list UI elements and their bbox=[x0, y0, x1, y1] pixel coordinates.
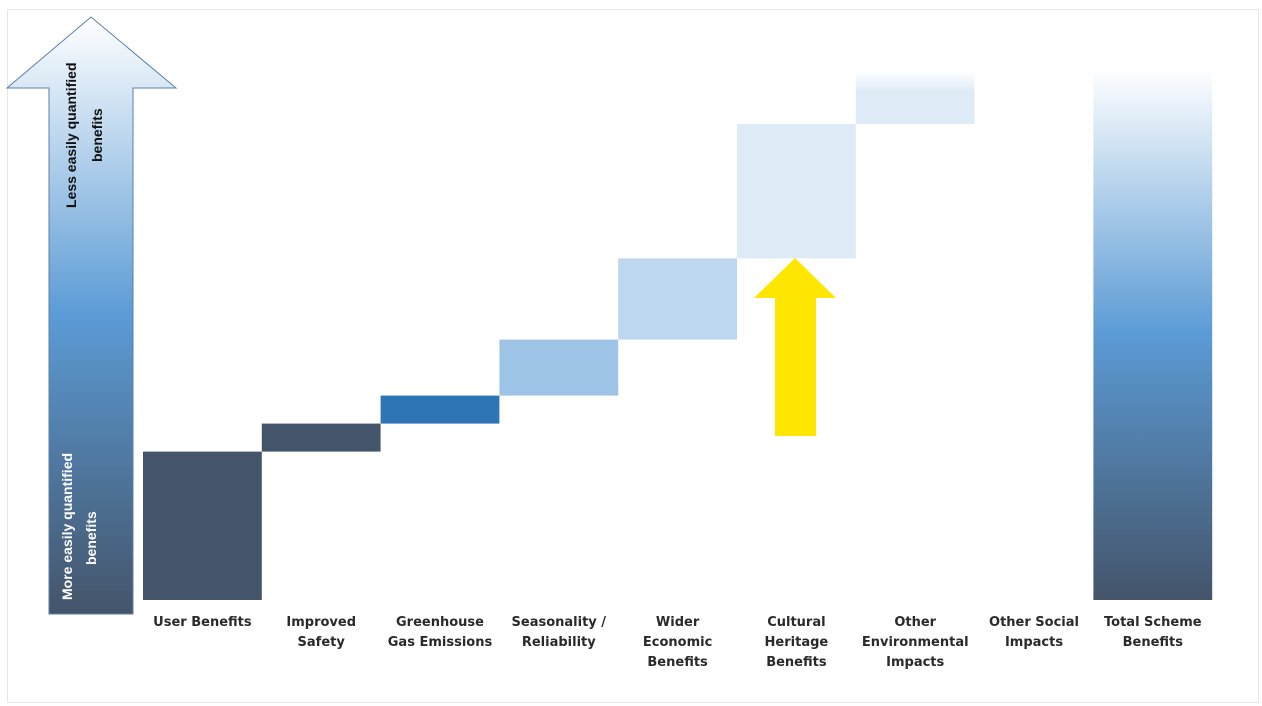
axis-top-label-line2: benefits bbox=[89, 108, 105, 162]
bar-3 bbox=[499, 339, 619, 396]
highlight-arrow bbox=[754, 258, 836, 436]
bar-4 bbox=[618, 258, 737, 340]
category-labels-group: User Benefits Improved Safety Greenhouse Gas… bbox=[153, 615, 1202, 670]
category-label-6: Other Environmental Impacts bbox=[862, 615, 969, 670]
category-label-4: Wider Economic Benefits bbox=[643, 615, 712, 670]
category-label-7: Other Social Impacts bbox=[989, 615, 1079, 650]
bar-0 bbox=[143, 451, 262, 600]
bars-group bbox=[143, 68, 1213, 600]
chart-frame bbox=[7, 9, 1259, 703]
quantification-axis-arrow: More easily quantified benefits Less eas… bbox=[5, 16, 178, 615]
bar-1 bbox=[261, 423, 381, 452]
category-label-2: Greenhouse Gas Emissions bbox=[388, 615, 493, 650]
axis-top-label: Less easily quantified bbox=[63, 63, 79, 209]
category-label-5: Cultural Heritage Benefits bbox=[765, 615, 829, 670]
axis-bottom-label-line2: benefits bbox=[83, 511, 99, 565]
category-label-3: Seasonality / Reliability bbox=[512, 615, 607, 650]
bar-8 bbox=[1093, 68, 1213, 600]
bar-5 bbox=[737, 124, 856, 259]
category-label-1: Improved Safety bbox=[286, 615, 356, 650]
category-label-0: User Benefits bbox=[153, 615, 252, 630]
axis-bottom-label: More easily quantified bbox=[59, 453, 75, 600]
axis-arrow-shape bbox=[5, 16, 178, 615]
bar-6 bbox=[855, 70, 975, 124]
category-label-8: Total Scheme Benefits bbox=[1104, 615, 1202, 650]
bar-2 bbox=[380, 395, 500, 424]
